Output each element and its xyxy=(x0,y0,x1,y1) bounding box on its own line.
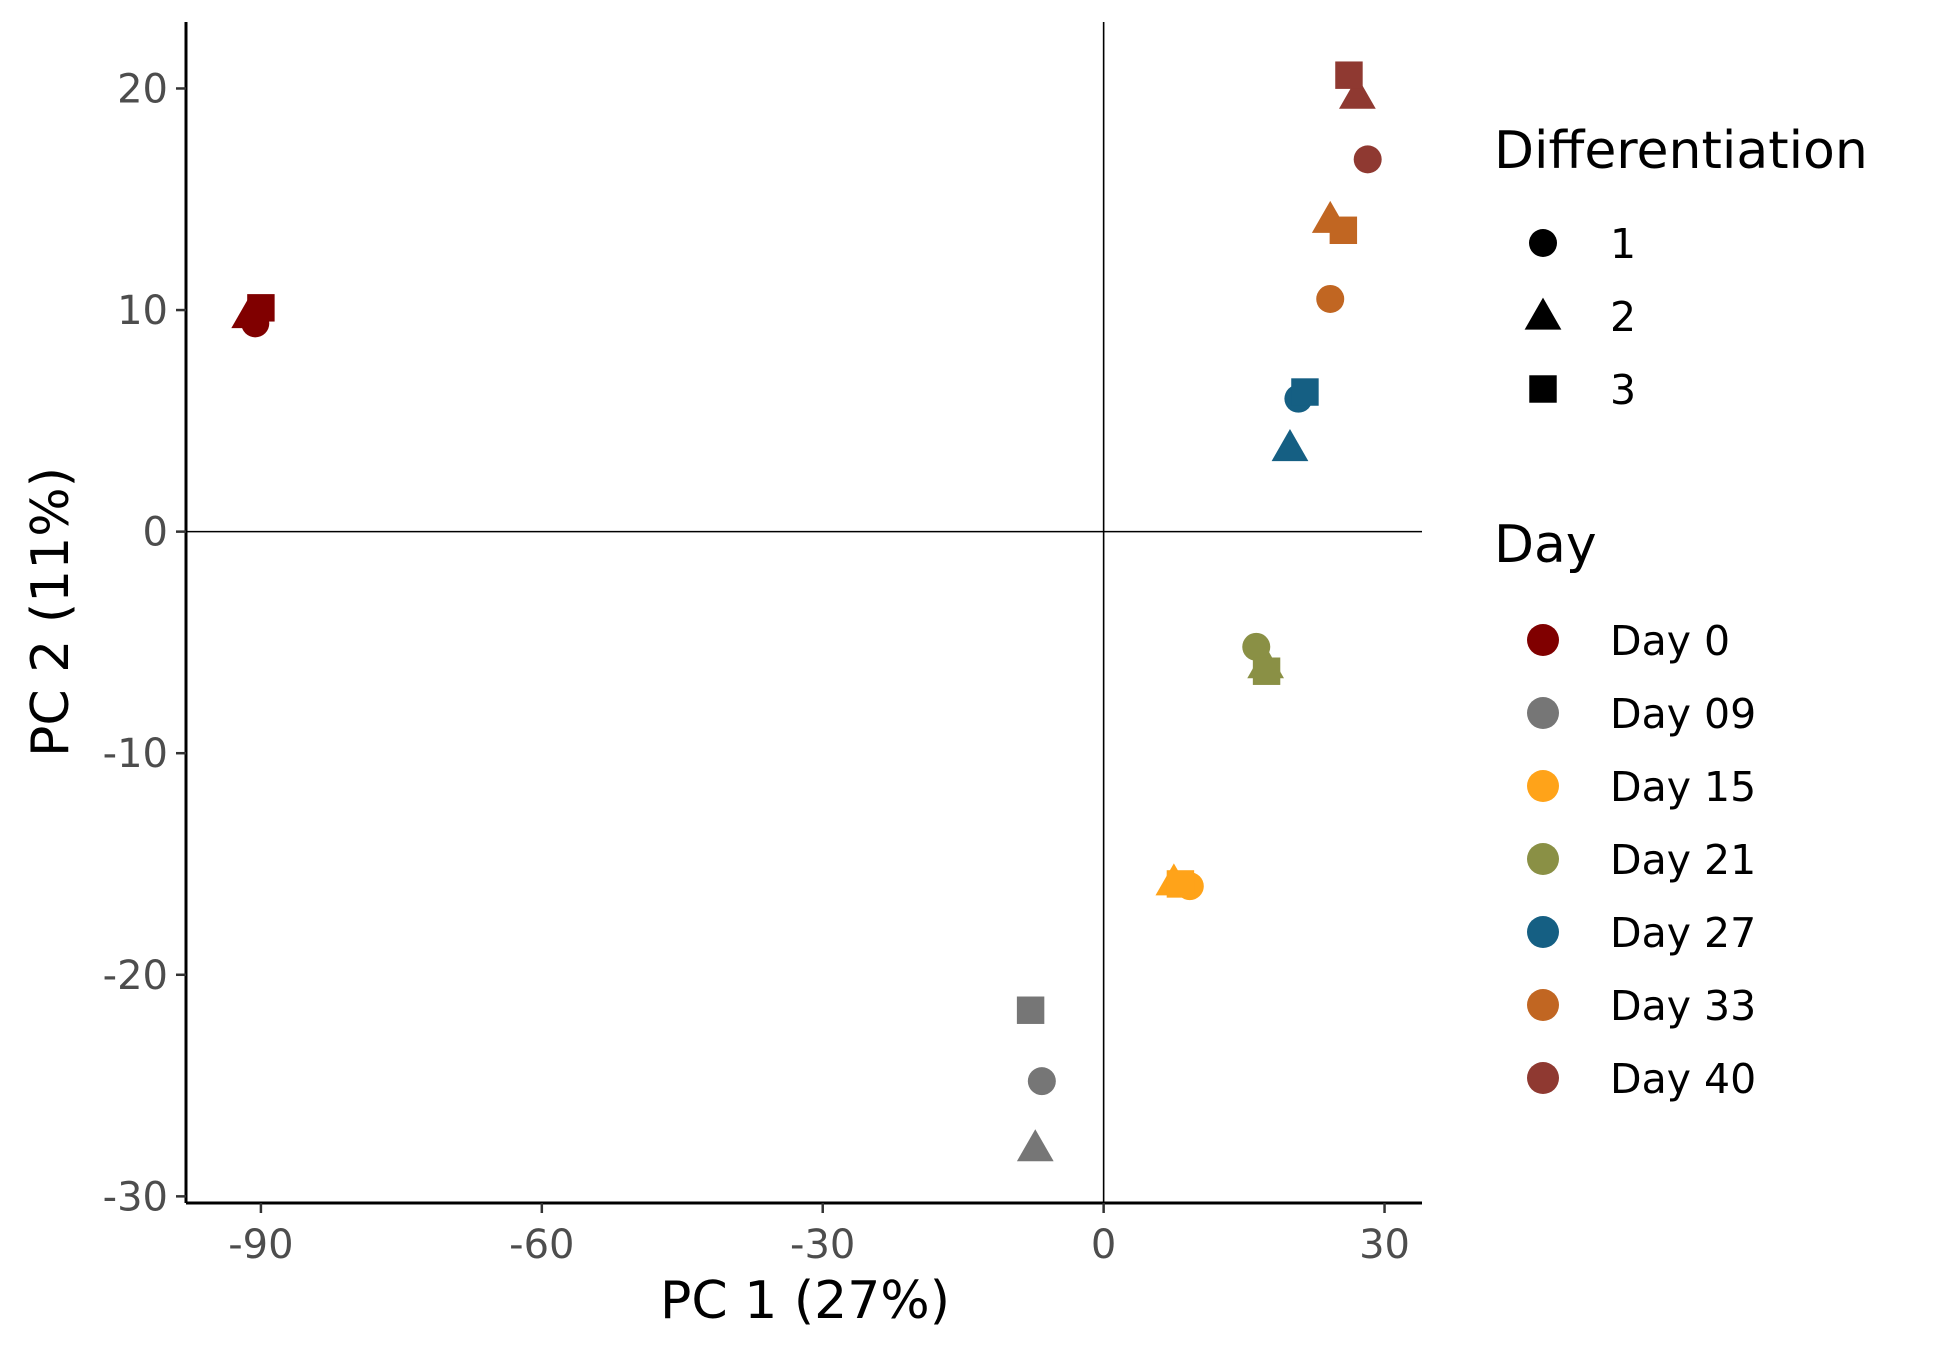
legend-day-item: Day 21 xyxy=(1527,836,1756,884)
legend-day-item: Day 09 xyxy=(1527,690,1756,738)
data-point-circle xyxy=(1027,1067,1056,1096)
data-points xyxy=(231,61,1382,1162)
legend-circle-key xyxy=(1529,229,1557,257)
legend-color-key xyxy=(1527,1062,1559,1094)
legend-differentiation-title: Differentiation xyxy=(1494,121,1868,181)
legend-differentiation-item: 3 xyxy=(1529,366,1636,414)
legend-color-key xyxy=(1527,624,1559,656)
legend-square-key xyxy=(1529,375,1557,403)
data-point-square xyxy=(1252,657,1281,685)
legend-day-item: Day 0 xyxy=(1527,617,1730,665)
legend-day-items: Day 0 Day 09 Day 15 Day 21 Day 27 Day 33 Day 4… xyxy=(1527,617,1756,1103)
data-point-triangle xyxy=(1339,76,1376,109)
legend-day-label: Day 27 xyxy=(1610,909,1756,957)
data-point-square xyxy=(1166,870,1195,898)
legend-day-label: Day 15 xyxy=(1610,763,1756,811)
data-point-triangle xyxy=(1016,1129,1054,1162)
legend-differentiation: Differentiation 1 2 3 xyxy=(1494,121,1868,414)
y-axis-title: PC 2 (11%) xyxy=(21,467,81,757)
x-tick-label: 30 xyxy=(1359,1222,1410,1268)
y-tick-label: 10 xyxy=(117,288,168,334)
y-tick-label: -30 xyxy=(103,1174,168,1220)
plot-panel: -90 -60 -30 0 30 20 10 0 -10 -20 -30 xyxy=(103,22,1422,1268)
y-tick-label: 20 xyxy=(117,66,168,112)
legend-differentiation-label: 2 xyxy=(1610,293,1636,341)
data-point-square xyxy=(247,294,275,322)
data-point-circle xyxy=(1316,284,1345,313)
data-point-square xyxy=(1016,996,1045,1024)
legend-day-label: Day 33 xyxy=(1610,982,1756,1030)
legend-day-item: Day 40 xyxy=(1527,1055,1756,1103)
x-axis-title: PC 1 (27%) xyxy=(660,1271,950,1331)
x-tick-label: -60 xyxy=(509,1222,574,1268)
legend-day-title: Day xyxy=(1494,515,1597,575)
legend-color-key xyxy=(1527,916,1559,948)
legend-differentiation-label: 1 xyxy=(1610,220,1636,268)
legend-color-key xyxy=(1527,843,1559,875)
legend-color-key xyxy=(1527,770,1559,802)
legend-day-label: Day 0 xyxy=(1610,617,1730,665)
legend-day-label: Day 09 xyxy=(1610,690,1756,738)
legend-differentiation-item: 1 xyxy=(1529,220,1636,268)
x-axis-ticks: -90 -60 -30 0 30 xyxy=(228,1203,1410,1268)
data-point-square xyxy=(1329,216,1358,245)
legend-color-key xyxy=(1527,989,1559,1021)
legend-day-item: Day 27 xyxy=(1527,909,1756,957)
y-tick-label: -20 xyxy=(103,953,168,999)
x-tick-label: -30 xyxy=(790,1222,855,1268)
y-tick-label: 0 xyxy=(143,510,168,556)
legend-day-label: Day 40 xyxy=(1610,1055,1756,1103)
legend-day-label: Day 21 xyxy=(1610,836,1756,884)
x-tick-label: 0 xyxy=(1091,1222,1116,1268)
legend-differentiation-items: 1 2 3 xyxy=(1524,220,1636,414)
legend-day-item: Day 33 xyxy=(1527,982,1756,1030)
legend-day-item: Day 15 xyxy=(1527,763,1756,811)
legend-color-key xyxy=(1527,697,1559,729)
data-point-square xyxy=(1335,61,1363,89)
legend-differentiation-label: 3 xyxy=(1610,366,1636,414)
y-axis-ticks: 20 10 0 -10 -20 -30 xyxy=(103,66,186,1220)
legend-differentiation-item: 2 xyxy=(1524,293,1636,341)
y-tick-label: -10 xyxy=(103,731,168,777)
data-point-triangle xyxy=(1271,429,1309,462)
data-point-square xyxy=(1291,378,1319,406)
legend-triangle-key xyxy=(1524,297,1562,330)
data-point-circle xyxy=(1353,145,1382,174)
x-tick-label: -90 xyxy=(228,1222,293,1268)
